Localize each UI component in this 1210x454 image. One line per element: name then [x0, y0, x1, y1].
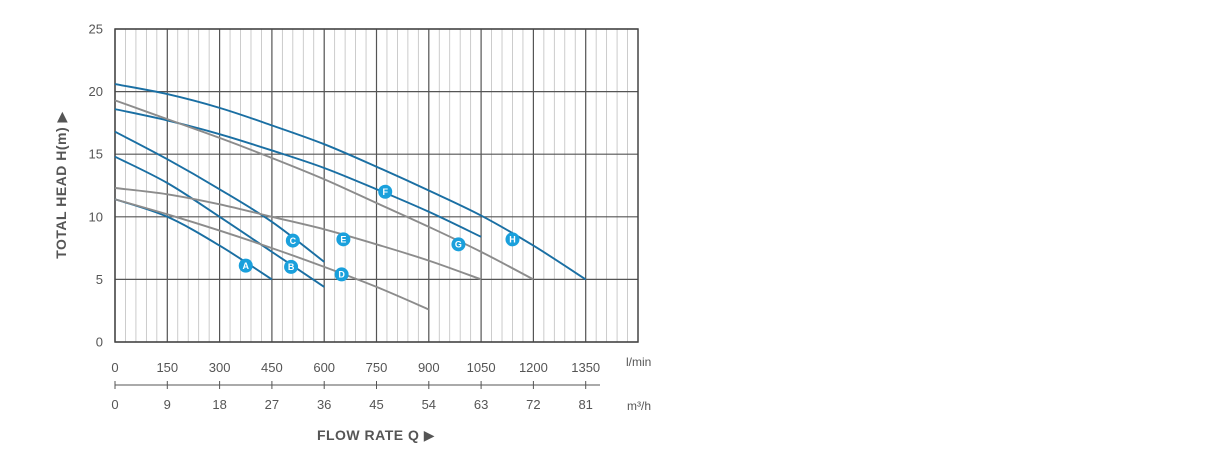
curve-label-text: E — [340, 235, 346, 245]
curve-label-badge — [238, 258, 253, 273]
curve-label-text: H — [509, 235, 516, 245]
curve-label-text: D — [338, 270, 345, 280]
curve-label-text: B — [288, 262, 295, 272]
x2-unit-label: m³/h — [627, 399, 651, 413]
x2-tick-label: 27 — [265, 397, 279, 412]
grid — [114, 28, 639, 343]
x-tick-label: 300 — [209, 360, 231, 375]
y-tick-label: 10 — [89, 209, 103, 224]
curve-label-badge — [285, 233, 300, 248]
x-tick-label: 1350 — [571, 360, 600, 375]
x2-tick-label: 54 — [422, 397, 436, 412]
curve-label-b: B — [284, 259, 299, 274]
curve-e — [114, 187, 482, 281]
curve-label-text: G — [455, 240, 462, 250]
curves — [114, 83, 587, 311]
x-tick-label: 1200 — [519, 360, 548, 375]
y-axis-title: TOTAL HEAD H(m) ▶ — [53, 111, 69, 259]
x-tick-label: 750 — [366, 360, 388, 375]
curve-label-badge — [284, 259, 299, 274]
curve-label-text: A — [243, 261, 250, 271]
curve-label-e: E — [336, 232, 351, 247]
x-tick-label: 450 — [261, 360, 283, 375]
curve-labels: A B C D E F G H — [238, 184, 520, 282]
x2-tick-label: 81 — [578, 397, 592, 412]
curve-label-badge — [378, 184, 393, 199]
y-tick-label: 0 — [96, 335, 103, 350]
curve-label-d: D — [334, 267, 349, 282]
plot-frame — [114, 28, 639, 343]
curve-label-text: C — [290, 236, 297, 246]
x2-tick-label: 45 — [369, 397, 383, 412]
x2-tick-label: 18 — [212, 397, 226, 412]
curve-label-text: F — [382, 187, 388, 197]
x-tick-label: 150 — [156, 360, 178, 375]
curve-d — [114, 198, 430, 311]
x2-tick-label: 72 — [526, 397, 540, 412]
curve-label-a: A — [238, 258, 253, 273]
curve-label-badge — [451, 237, 466, 252]
x-tick-label: 900 — [418, 360, 440, 375]
curve-h — [114, 83, 587, 281]
y-tick-label: 15 — [89, 147, 103, 162]
curve-label-h: H — [505, 232, 520, 247]
x2-tick-label: 63 — [474, 397, 488, 412]
x-tick-label: 600 — [313, 360, 335, 375]
x-tick-label: 1050 — [467, 360, 496, 375]
x-unit-label: l/min — [626, 355, 651, 369]
curve-label-f: F — [378, 184, 393, 199]
x-axis-title: FLOW RATE Q ▶ — [317, 427, 435, 443]
curve-label-c: C — [285, 233, 300, 248]
curve-label-badge — [336, 232, 351, 247]
curve-label-g: G — [451, 237, 466, 252]
y-tick-label: 20 — [89, 84, 103, 99]
x2-tick-label: 9 — [164, 397, 171, 412]
curve-label-badge — [334, 267, 349, 282]
y-tick-label: 25 — [89, 22, 103, 37]
curve-g — [114, 99, 534, 281]
x-tick-label: 0 — [111, 360, 118, 375]
x2-tick-label: 0 — [111, 397, 118, 412]
curve-label-badge — [505, 232, 520, 247]
y-tick-label: 5 — [96, 272, 103, 287]
x2-tick-label: 36 — [317, 397, 331, 412]
